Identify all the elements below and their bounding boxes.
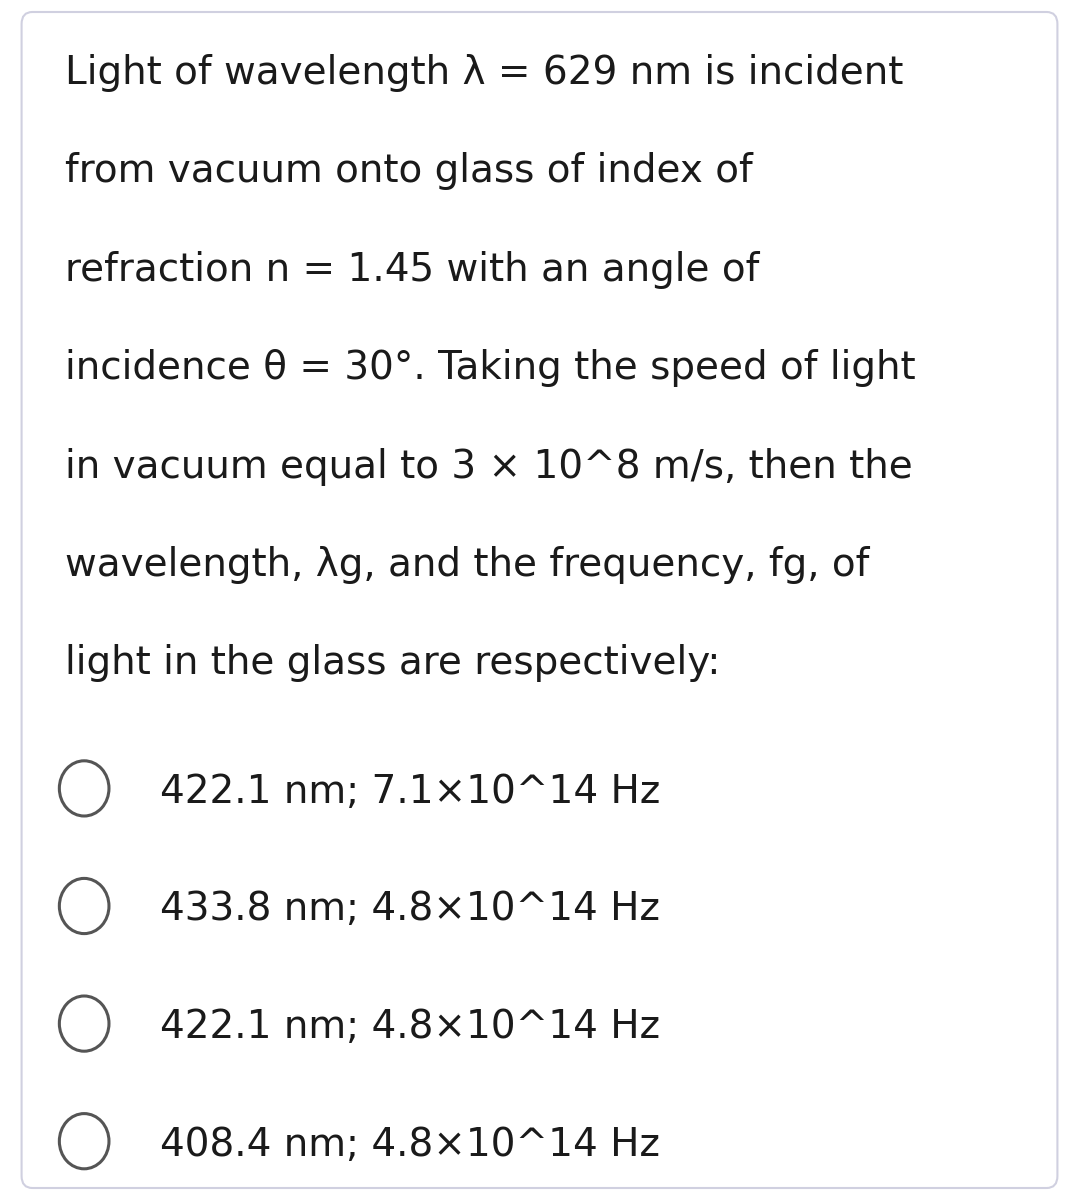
Text: incidence θ = 30°. Taking the speed of light: incidence θ = 30°. Taking the speed of l… [65,349,915,388]
Text: 433.8 nm; 4.8×10^14 Hz: 433.8 nm; 4.8×10^14 Hz [160,890,659,929]
Circle shape [59,1114,109,1169]
Text: from vacuum onto glass of index of: from vacuum onto glass of index of [65,152,752,191]
FancyBboxPatch shape [22,12,1057,1188]
Text: in vacuum equal to 3 × 10^8 m/s, then the: in vacuum equal to 3 × 10^8 m/s, then th… [65,448,913,486]
Text: 422.1 nm; 7.1×10^14 Hz: 422.1 nm; 7.1×10^14 Hz [160,773,660,811]
Text: 408.4 nm; 4.8×10^14 Hz: 408.4 nm; 4.8×10^14 Hz [160,1126,659,1164]
Circle shape [59,761,109,816]
Text: wavelength, λg, and the frequency, fg, of: wavelength, λg, and the frequency, fg, o… [65,546,869,584]
Circle shape [59,878,109,934]
Text: Light of wavelength λ = 629 nm is incident: Light of wavelength λ = 629 nm is incide… [65,54,903,92]
Text: light in the glass are respectively:: light in the glass are respectively: [65,644,720,683]
Circle shape [59,996,109,1051]
Text: 422.1 nm; 4.8×10^14 Hz: 422.1 nm; 4.8×10^14 Hz [160,1008,659,1046]
Text: refraction n = 1.45 with an angle of: refraction n = 1.45 with an angle of [65,251,760,289]
